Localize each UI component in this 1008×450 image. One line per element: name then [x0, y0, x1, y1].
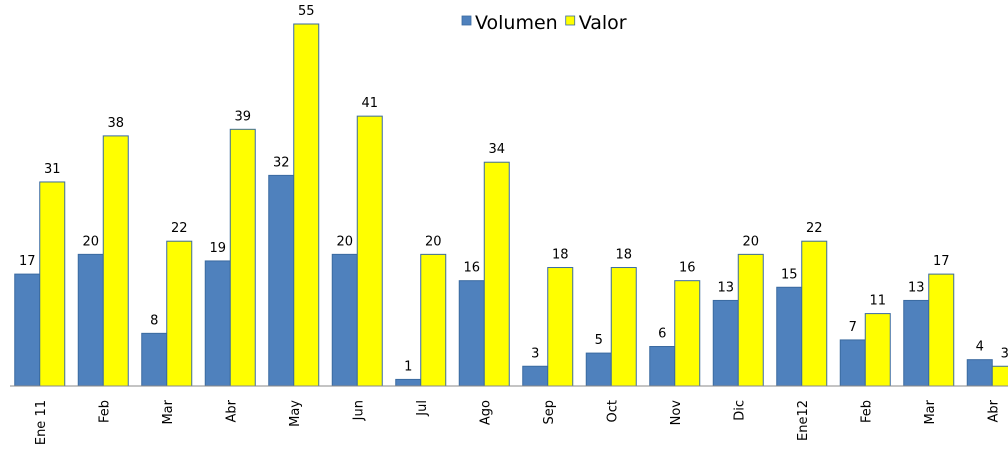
data-label: 8	[150, 313, 158, 328]
bar	[458, 280, 485, 387]
bar	[395, 378, 422, 387]
bar	[522, 365, 549, 387]
data-label: 22	[806, 221, 823, 236]
data-label: 38	[107, 116, 124, 131]
data-label: 39	[234, 109, 251, 124]
bar	[204, 260, 231, 387]
data-label: 6	[658, 327, 666, 342]
x-tick-label: Mar	[923, 399, 938, 424]
data-label: 20	[82, 234, 99, 249]
data-label: 1	[404, 359, 412, 374]
data-label: 17	[933, 254, 950, 269]
legend-swatch	[565, 15, 576, 26]
bar	[991, 365, 1008, 387]
bar	[547, 267, 574, 387]
x-tick-label: Oct	[605, 400, 620, 422]
data-label: 4	[976, 340, 984, 355]
x-tick-label: Abr	[986, 399, 1001, 422]
x-tick-label: Ene 11	[34, 400, 49, 445]
x-tick-label: Dic	[732, 400, 747, 421]
data-label: 15	[781, 267, 798, 282]
legend-swatch	[461, 15, 472, 26]
legend-label: Valor	[579, 12, 627, 34]
x-tick-label: Abr	[224, 399, 239, 422]
data-label: 5	[595, 333, 603, 348]
x-tick-label: Jul	[415, 400, 430, 417]
data-label: 3	[1001, 346, 1008, 361]
bar	[293, 23, 320, 387]
bar	[966, 359, 993, 387]
bar	[331, 253, 358, 387]
data-label: 13	[717, 280, 734, 295]
bar	[674, 280, 701, 387]
data-label: 32	[273, 155, 290, 170]
x-tick-label: May	[288, 400, 303, 427]
bar	[356, 115, 383, 387]
x-tick-label: Sep	[542, 400, 557, 425]
bar	[483, 161, 510, 387]
bar	[585, 352, 612, 387]
data-label: 16	[679, 261, 696, 276]
bar	[14, 273, 41, 387]
bar	[141, 332, 168, 387]
x-tick-label: Mar	[161, 399, 176, 424]
legend-label: Volumen	[475, 12, 558, 34]
data-label: 18	[615, 248, 632, 263]
data-label: 55	[298, 4, 315, 19]
bar	[166, 240, 193, 387]
bar	[610, 267, 637, 387]
data-label: 20	[742, 234, 759, 249]
data-label: 7	[849, 320, 857, 335]
data-label: 20	[425, 234, 442, 249]
data-label: 16	[463, 261, 480, 276]
data-label: 18	[552, 248, 569, 263]
x-tick-label: Ago	[478, 400, 493, 425]
x-tick-label: Jun	[351, 400, 366, 421]
bar	[903, 299, 930, 387]
bar	[801, 240, 828, 387]
bar	[839, 339, 866, 387]
x-tick-label: Ene12	[796, 400, 811, 441]
data-label: 13	[908, 280, 925, 295]
bar	[77, 253, 104, 387]
x-tick-label: Feb	[859, 400, 874, 423]
bar	[420, 253, 447, 387]
data-label: 20	[336, 234, 353, 249]
data-label: 31	[44, 162, 61, 177]
bar	[864, 313, 891, 387]
data-label: 11	[869, 294, 886, 309]
bar	[737, 253, 764, 387]
x-tick-label: Feb	[97, 400, 112, 423]
data-label: 19	[209, 241, 226, 256]
data-label: 41	[361, 96, 378, 111]
bar	[102, 135, 129, 387]
data-label: 17	[19, 254, 36, 269]
x-tick-label: Nov	[669, 400, 684, 426]
bar	[712, 299, 739, 387]
data-label: 3	[531, 346, 539, 361]
bar	[229, 128, 256, 387]
bar	[776, 286, 803, 387]
bar	[649, 346, 676, 387]
bar	[39, 181, 66, 387]
bar	[928, 273, 955, 387]
data-label: 34	[488, 142, 505, 157]
bar	[268, 174, 295, 387]
data-label: 22	[171, 221, 188, 236]
